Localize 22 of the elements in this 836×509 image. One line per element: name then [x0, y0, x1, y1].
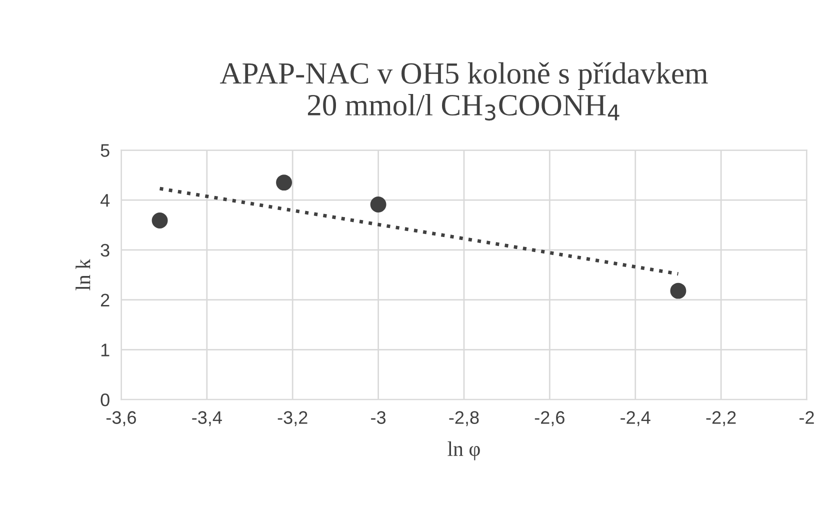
x-tick-label: -3	[371, 411, 386, 424]
point	[152, 212, 168, 228]
y-tick-label: 5	[100, 144, 110, 157]
y-tick-label: 1	[101, 344, 110, 356]
y-tick-label: 3	[100, 244, 110, 257]
x-tick-label: -2,8	[449, 411, 479, 426]
x-tick-label: -2	[800, 411, 814, 424]
point	[670, 282, 686, 299]
y-tick-label: 4	[100, 194, 110, 207]
chart-title: APAP-NAC v OH5 koloně s přídavkem 20 mmol/l CH$_{3}$COONH$_{4}$	[220, 62, 708, 121]
x-tick-label: -2,6	[534, 411, 564, 426]
x-tick-label: -2,4	[620, 411, 650, 426]
y-tick-label: 2	[100, 294, 110, 306]
x-tick-label: -2,2	[706, 411, 736, 426]
point	[370, 196, 386, 213]
x-tick-label: -3,4	[192, 411, 222, 426]
x-tick-label: -3,2	[278, 411, 308, 426]
point	[276, 174, 292, 191]
y-tick-label: 0	[100, 394, 110, 406]
x-axis-title: ln φ	[448, 441, 480, 460]
y-axis-title: ln k	[76, 258, 90, 290]
x-tick-label: -3,6	[106, 411, 136, 426]
